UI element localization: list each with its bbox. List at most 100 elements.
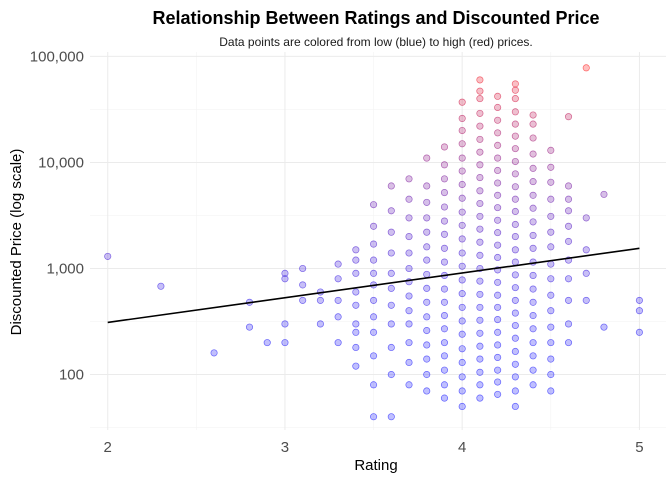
data-point <box>370 381 378 389</box>
data-point <box>458 330 466 338</box>
y-axis-ticks: 100 1,000 10,000 100,000 <box>30 48 84 383</box>
data-point <box>370 352 378 360</box>
data-point <box>387 284 395 292</box>
data-point <box>352 269 360 277</box>
data-point <box>564 296 573 304</box>
data-point <box>511 207 519 216</box>
data-point <box>423 228 431 236</box>
chart-title: Relationship Between Ratings and Discoun… <box>152 8 599 28</box>
data-point <box>370 201 378 209</box>
data-point <box>458 208 466 216</box>
data-point <box>511 258 519 266</box>
data-point <box>529 111 537 119</box>
trend-line-path <box>107 247 640 324</box>
data-point <box>476 355 484 363</box>
data-point <box>547 228 555 236</box>
data-point <box>334 313 342 321</box>
data-point <box>494 229 502 237</box>
data-point <box>511 271 519 279</box>
data-point <box>458 373 466 381</box>
y-tick-label: 10,000 <box>38 154 84 171</box>
data-point <box>511 86 519 94</box>
data-point <box>511 233 519 241</box>
data-point <box>476 161 484 169</box>
data-point <box>405 358 413 367</box>
data-point <box>511 132 519 140</box>
data-point <box>511 373 519 381</box>
data-point <box>476 95 484 103</box>
x-tick-label: 3 <box>281 439 289 456</box>
data-point <box>405 292 413 300</box>
data-point <box>529 352 537 360</box>
data-point <box>529 164 537 172</box>
data-point <box>529 298 537 306</box>
data-point <box>387 207 395 215</box>
data-point <box>511 183 519 191</box>
x-axis-ticks: 2 3 4 5 <box>104 439 644 456</box>
data-point <box>387 413 395 421</box>
data-point <box>387 182 395 190</box>
data-point <box>440 394 449 402</box>
data-point <box>281 275 289 283</box>
data-point <box>547 260 555 268</box>
data-point <box>440 312 449 320</box>
data-point <box>405 339 413 347</box>
data-point <box>511 334 519 342</box>
data-point <box>387 301 395 309</box>
data-point <box>476 342 484 350</box>
data-point <box>405 233 413 241</box>
data-point <box>582 246 590 254</box>
data-point <box>370 296 378 304</box>
data-point <box>405 307 413 315</box>
data-point <box>458 303 466 311</box>
data-point <box>387 269 395 277</box>
data-point <box>511 145 519 153</box>
data-point <box>458 249 466 257</box>
data-point <box>458 402 466 411</box>
data-point <box>405 249 413 257</box>
data-point <box>547 307 555 315</box>
data-point <box>476 251 484 259</box>
data-point <box>529 285 537 293</box>
data-point <box>494 103 502 112</box>
data-point <box>370 222 378 230</box>
data-point <box>387 320 395 328</box>
data-point <box>423 270 431 278</box>
data-point <box>263 339 271 347</box>
data-point <box>529 271 537 279</box>
data-point <box>494 92 502 100</box>
data-point <box>547 163 555 171</box>
data-point <box>387 249 395 257</box>
data-point <box>494 191 502 199</box>
x-axis-label: Rating <box>354 457 397 474</box>
data-point <box>458 154 466 162</box>
trend-line <box>107 247 640 324</box>
data-point <box>476 394 484 402</box>
data-point <box>476 187 484 195</box>
data-point <box>511 387 519 395</box>
data-point <box>511 347 519 356</box>
data-point <box>405 195 413 203</box>
data-point <box>635 328 643 336</box>
data-point <box>440 366 449 374</box>
data-point <box>494 179 502 187</box>
data-point <box>600 323 608 331</box>
data-point <box>494 353 502 361</box>
data-point <box>405 381 413 389</box>
data-point <box>547 195 555 203</box>
data-point <box>476 148 484 156</box>
data-point <box>458 194 466 202</box>
data-point <box>370 256 378 264</box>
data-point <box>334 296 342 304</box>
data-point <box>476 122 484 130</box>
data-point <box>440 203 449 211</box>
data-point <box>440 298 449 306</box>
data-point <box>440 381 449 389</box>
data-point <box>423 313 431 321</box>
data-point <box>281 269 289 277</box>
data-point <box>547 146 555 154</box>
y-tick-label: 100,000 <box>30 48 84 65</box>
data-point <box>387 343 395 352</box>
data-point <box>529 178 537 186</box>
